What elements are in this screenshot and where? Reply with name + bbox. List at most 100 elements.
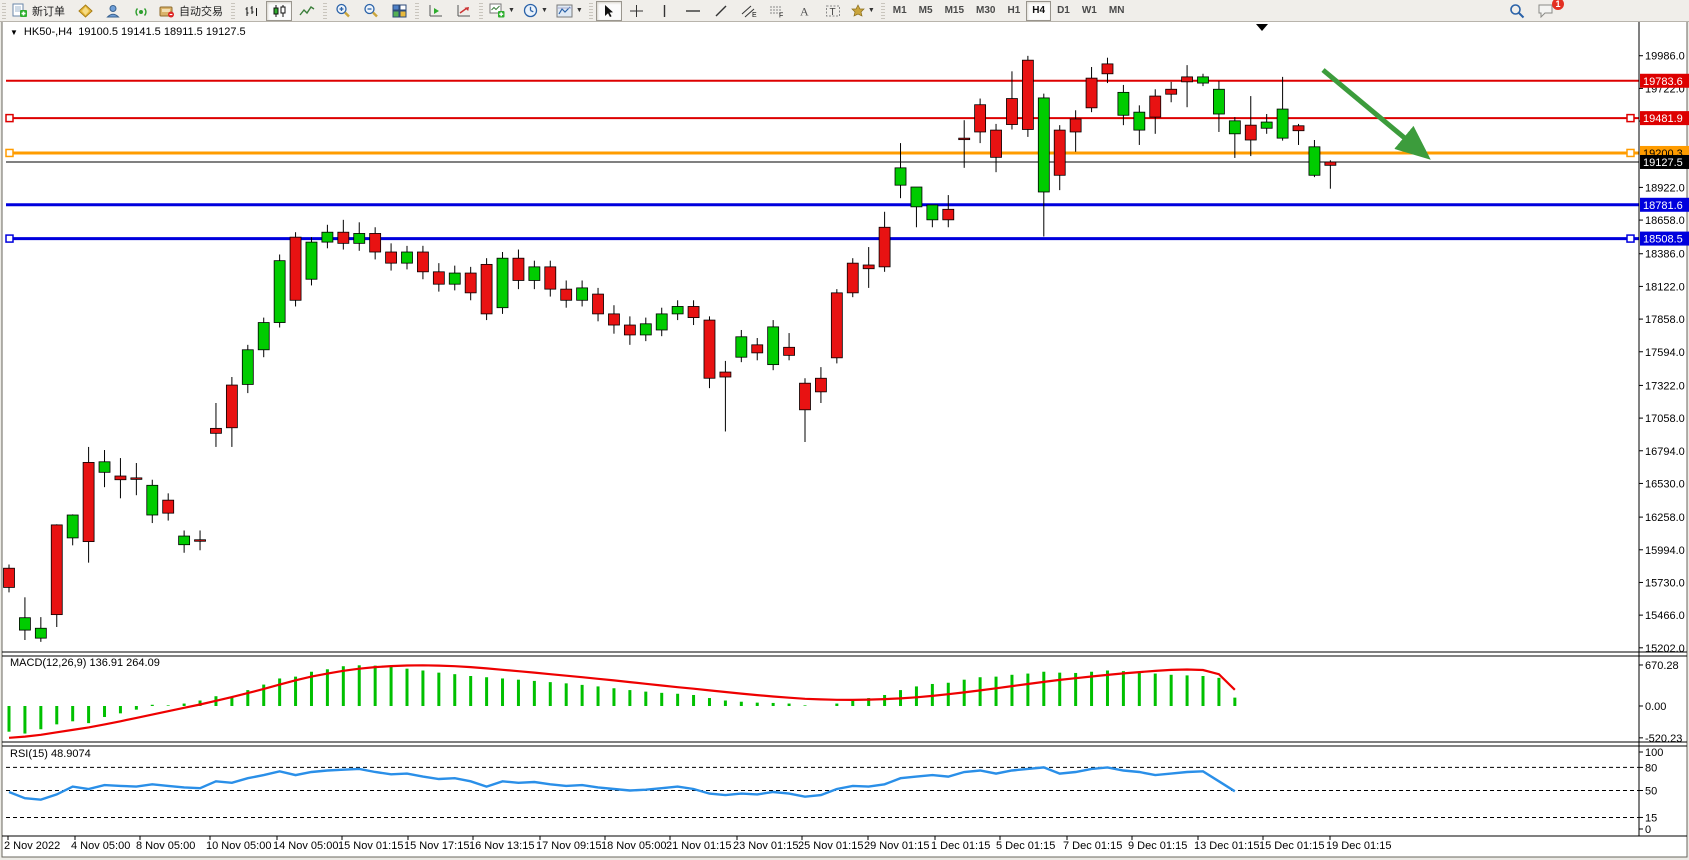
chevron-down-icon[interactable]: ▼ (540, 7, 548, 14)
candle (1101, 57, 1114, 84)
auto-trading-button[interactable]: 自动交易 (156, 1, 228, 21)
new-chart-button[interactable]: ▼ (486, 1, 518, 21)
candle (305, 237, 318, 286)
auto-scroll-button[interactable] (450, 1, 476, 21)
search-button[interactable] (1504, 1, 1530, 21)
candle (1244, 96, 1257, 157)
trend-arrow[interactable] (1321, 68, 1431, 160)
new-order-button[interactable]: 新订单 (9, 1, 70, 21)
candle (194, 530, 206, 551)
svg-text:15994.0: 15994.0 (1645, 545, 1685, 557)
arrows-button[interactable]: ▼ (848, 1, 878, 21)
candle (34, 617, 47, 642)
vertical-line-icon (660, 4, 669, 18)
time-axis[interactable]: 2 Nov 2022 4 Nov 05:00 8 Nov 05:00 10 Nov 0… (4, 836, 1391, 852)
candle (974, 98, 987, 144)
zoom-out-button[interactable] (358, 1, 384, 21)
svg-text:T: T (829, 7, 835, 18)
timeframe-m5-button[interactable]: M5 (918, 4, 933, 16)
fibonacci-button[interactable]: F (764, 1, 790, 21)
chevron-down-icon[interactable]: ▼ (575, 7, 583, 14)
notification-badge: 1 (1552, 0, 1564, 10)
svg-text:16 Nov 13:15: 16 Nov 13:15 (469, 840, 534, 852)
candle (1292, 123, 1305, 145)
candle (82, 446, 95, 563)
svg-text:14 Nov 05:00: 14 Nov 05:00 (273, 840, 338, 852)
svg-text:15: 15 (1645, 812, 1657, 824)
text-label-button[interactable]: T (820, 1, 846, 21)
svg-text:19481.9: 19481.9 (1643, 113, 1683, 125)
tile-windows-button[interactable] (386, 1, 412, 21)
candle (289, 232, 302, 307)
rsi-indicator-label: RSI(15) 48.9074 (10, 748, 91, 760)
svg-text:15 Nov 17:15: 15 Nov 17:15 (404, 840, 469, 852)
candle (162, 493, 175, 521)
timeframe-m30-button[interactable]: M30 (976, 4, 996, 16)
zoom-in-button[interactable] (330, 1, 356, 21)
candle (528, 260, 541, 290)
candle (942, 195, 955, 228)
candle (608, 305, 620, 334)
candle (178, 530, 191, 553)
timeframe-m1-button[interactable]: M1 (892, 4, 907, 16)
candle (735, 329, 748, 363)
chart-collapse-icon[interactable]: ▼ (10, 27, 18, 37)
crosshair-button[interactable] (624, 1, 650, 21)
candle (464, 266, 477, 301)
candle (353, 222, 366, 251)
candle (623, 316, 636, 345)
bar-chart-button[interactable] (238, 1, 264, 21)
gold-diamond-icon (77, 3, 93, 18)
candle (337, 219, 350, 250)
period-icon (523, 3, 538, 18)
candle (210, 402, 222, 447)
panel-splitter-macd[interactable] (0, 650, 1689, 655)
timeframe-w1-button[interactable]: W1 (1081, 4, 1097, 16)
candle (1165, 81, 1178, 103)
chart-shift-button[interactable] (422, 1, 448, 21)
chevron-down-icon[interactable]: ▼ (508, 7, 515, 14)
text-icon: A (798, 4, 811, 18)
candle (1037, 93, 1050, 237)
timeframe-m15-button[interactable]: M15 (944, 4, 965, 16)
candle (98, 450, 111, 488)
svg-text:13 Dec 01:15: 13 Dec 01:15 (1194, 840, 1259, 852)
period-button[interactable]: ▼ (520, 1, 551, 21)
candle (1069, 110, 1082, 152)
trendline-button[interactable] (708, 1, 734, 21)
horizontal-line-button[interactable] (680, 1, 706, 21)
cursor-button[interactable] (595, 0, 622, 21)
svg-text:19 Dec 01:15: 19 Dec 01:15 (1326, 840, 1391, 852)
horizontal-level-lines[interactable] (5, 79, 1639, 243)
timeframe-h1-button[interactable]: H1 (1007, 4, 1021, 16)
candlestick-button[interactable] (266, 0, 292, 21)
svg-text:21 Nov 01:15: 21 Nov 01:15 (666, 840, 731, 852)
line-chart-button[interactable] (294, 1, 320, 21)
timeframe-mn-button[interactable]: MN (1108, 4, 1125, 16)
panel-splitter-rsi[interactable] (0, 740, 1689, 745)
cursor-icon (602, 4, 615, 18)
timeframe-h4-button[interactable]: H4 (1026, 0, 1052, 21)
timeframe-d1-button[interactable]: D1 (1057, 4, 1070, 16)
signals-button[interactable] (128, 1, 154, 21)
svg-text:29 Nov 01:15: 29 Nov 01:15 (864, 840, 929, 852)
candle (432, 263, 445, 292)
vertical-line-button[interactable] (652, 1, 678, 21)
candle (671, 300, 684, 321)
candle (1133, 105, 1146, 145)
chart-ohlc-values: 19100.5 19141.5 18911.5 19127.5 (78, 26, 246, 38)
channel-button[interactable]: E (736, 1, 762, 21)
profile-button[interactable] (100, 1, 126, 21)
candle (1197, 73, 1209, 87)
candle (480, 258, 493, 321)
notifications-button[interactable]: 1 (1532, 0, 1564, 21)
gold-diamond-button[interactable] (72, 1, 98, 21)
svg-text:16794.0: 16794.0 (1645, 446, 1685, 458)
template-button[interactable]: ▼ (553, 1, 586, 21)
svg-text:-520.23: -520.23 (1645, 733, 1682, 745)
auto-trading-label: 自动交易 (179, 5, 223, 18)
chevron-down-icon[interactable]: ▼ (867, 7, 875, 14)
candle (1006, 71, 1018, 130)
text-button[interactable]: A (792, 1, 818, 21)
candle (799, 378, 811, 442)
